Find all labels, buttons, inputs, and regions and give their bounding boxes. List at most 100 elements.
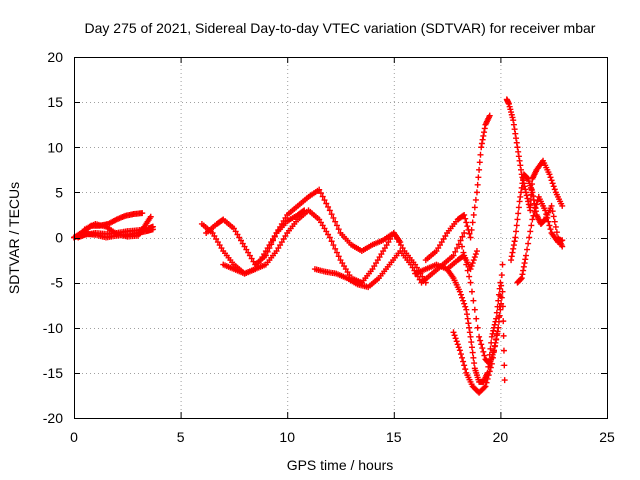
series-arc-n [503, 96, 566, 214]
data-point [273, 248, 280, 255]
data-point-interp [454, 245, 461, 252]
data-point [456, 347, 463, 354]
data-point [476, 333, 483, 340]
series-arc-d [81, 213, 154, 240]
data-point [262, 252, 269, 259]
data-point-interp [493, 332, 500, 339]
data-point-interp [508, 253, 515, 260]
data-point-interp [317, 219, 324, 226]
x-tick-label: 25 [599, 429, 615, 445]
data-point-interp [342, 266, 349, 273]
data-point-interp [517, 193, 524, 200]
data-point-interp [264, 248, 271, 255]
data-point-interp [214, 239, 221, 246]
data-point-interp [268, 241, 275, 248]
data-point-interp [470, 211, 477, 218]
data-point-interp [436, 242, 443, 249]
data-point-interp [511, 126, 518, 133]
data-point-interp [550, 213, 557, 220]
data-point-interp [518, 184, 525, 191]
data-point-interp [271, 233, 278, 240]
data-point-interp [523, 192, 530, 199]
data-point-interp [510, 121, 517, 128]
data-point-interp [461, 255, 468, 262]
data-point-interp [269, 237, 276, 244]
data-point [461, 211, 468, 218]
data-point-interp [452, 335, 459, 342]
data-point-interp [492, 339, 499, 346]
data-point-interp [376, 254, 383, 261]
data-point-interp [451, 332, 458, 339]
data-point-interp [522, 186, 529, 193]
data-point-interp [545, 218, 552, 225]
data-point-interp [470, 297, 477, 304]
data-point-interp [463, 219, 470, 226]
data-points [71, 96, 566, 396]
data-point-interp [477, 151, 484, 158]
data-point-interp [218, 245, 225, 252]
data-point-interp [468, 344, 475, 351]
data-point-interp [528, 222, 535, 229]
data-point-interp [547, 174, 554, 181]
data-point [518, 275, 525, 282]
data-point-interp [479, 345, 486, 352]
data-point [433, 248, 440, 255]
data-point-interp [475, 174, 482, 181]
data-point-interp [495, 297, 502, 304]
data-point-interp [511, 238, 518, 245]
data-point-interp [517, 162, 524, 169]
data-point-interp [328, 211, 335, 218]
data-point [209, 229, 216, 236]
data-point-interp [460, 358, 467, 365]
data-point-interp [466, 324, 473, 331]
data-point-interp [394, 236, 401, 243]
data-point-interp [325, 231, 332, 238]
series-arc-i [422, 112, 493, 264]
data-point-interp [282, 214, 289, 221]
data-point-interp [487, 364, 494, 371]
axis-ticks: 0 5 10 15 20 25 -20 -15 -10 -5 0 5 10 15 20 [43, 49, 615, 445]
data-point-interp [469, 219, 476, 226]
data-point [505, 100, 512, 107]
data-point-interp [278, 239, 285, 246]
data-point-interp [461, 300, 468, 307]
data-point [147, 213, 154, 220]
data-point-interp [552, 223, 559, 230]
data-point-interp [282, 232, 289, 239]
data-point-interp [383, 242, 390, 249]
data-point-interp [278, 220, 285, 227]
data-point [467, 279, 474, 286]
x-tick-label: 0 [70, 429, 78, 445]
data-point-interp [453, 338, 460, 345]
data-point-interp [513, 139, 520, 146]
data-point-interp [459, 354, 466, 361]
data-point-interp [460, 297, 467, 304]
y-tick-label: 5 [55, 184, 63, 200]
data-point-interp [464, 315, 471, 322]
data-point-interp [466, 273, 473, 280]
data-point-interp [491, 321, 498, 328]
data-point-interp [518, 189, 525, 196]
data-point-interp [460, 249, 467, 256]
data-point-interp [332, 218, 339, 225]
data-point-interp [460, 212, 467, 219]
data-point-interp [513, 135, 520, 142]
data-point-interp [385, 239, 392, 246]
data-point-interp [219, 217, 226, 224]
data-point [407, 261, 414, 268]
data-point [499, 261, 506, 268]
data-point-interp [442, 232, 449, 239]
data-point-interp [500, 332, 507, 339]
data-point-interp [498, 294, 505, 301]
data-point-interp [466, 329, 473, 336]
data-point-interp [525, 240, 532, 247]
data-point [559, 202, 566, 209]
data-point-interp [513, 228, 520, 235]
data-point-interp [321, 197, 328, 204]
data-point-interp [493, 336, 500, 343]
data-point-interp [461, 362, 468, 369]
data-point-interp [457, 291, 464, 298]
data-point-interp [481, 384, 488, 391]
